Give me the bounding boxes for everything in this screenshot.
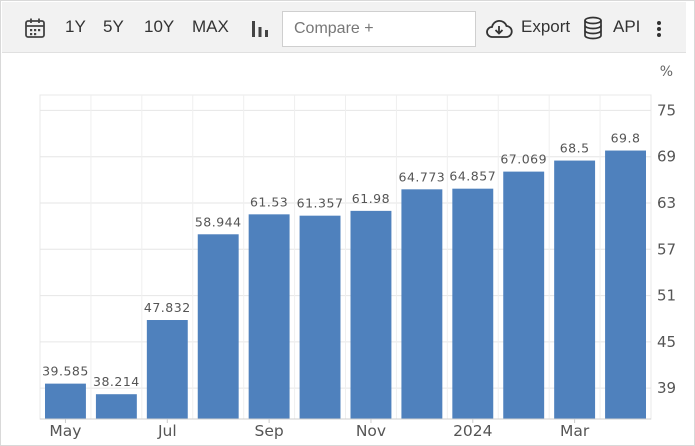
- y-tick-label: 45: [657, 333, 676, 351]
- bar-aug[interactable]: [197, 234, 239, 419]
- data-label: 64.773: [399, 169, 446, 184]
- bar-may[interactable]: [45, 383, 86, 419]
- y-tick-label: 39: [657, 379, 676, 397]
- range-1y-button[interactable]: 1Y: [65, 17, 86, 36]
- data-label: 58.944: [195, 214, 242, 229]
- data-label: 61.98: [352, 191, 390, 206]
- x-tick-label: 2024: [453, 422, 492, 440]
- compare-input[interactable]: [282, 11, 476, 47]
- bar-nov[interactable]: [350, 210, 392, 419]
- y-tick-label: 63: [657, 194, 676, 212]
- data-label: 68.5: [560, 141, 590, 156]
- bar-jan[interactable]: [452, 188, 494, 419]
- bar-feb[interactable]: [503, 171, 545, 419]
- x-tick-label: May: [49, 422, 81, 440]
- x-tick-label: Nov: [356, 422, 386, 440]
- data-label: 61.357: [297, 196, 344, 211]
- data-label: 67.069: [500, 152, 547, 167]
- data-label: 47.832: [144, 300, 191, 315]
- data-label: 61.53: [250, 194, 288, 209]
- data-label: 64.857: [449, 169, 496, 184]
- x-tick-label: Mar: [560, 422, 590, 440]
- bar-jun[interactable]: [95, 394, 137, 419]
- more-vertical-icon[interactable]: [656, 20, 662, 43]
- range-5y-button[interactable]: 5Y: [103, 17, 124, 36]
- chart-toolbar: 1Y 5Y 10Y MAX Export: [2, 2, 686, 53]
- bar-jul[interactable]: [146, 320, 188, 419]
- x-tick-label: Jul: [157, 422, 177, 440]
- bar-chart-icon[interactable]: [250, 18, 270, 43]
- bar-sep[interactable]: [248, 214, 290, 419]
- database-icon[interactable]: [583, 16, 603, 45]
- range-max-button[interactable]: MAX: [192, 17, 229, 36]
- x-tick-label: Sep: [255, 422, 284, 440]
- bar-oct[interactable]: [299, 215, 341, 419]
- bar-apr[interactable]: [605, 150, 646, 420]
- data-label: 38.214: [93, 374, 140, 389]
- y-tick-label: 57: [657, 240, 676, 258]
- range-10y-button[interactable]: 10Y: [144, 17, 175, 36]
- api-button[interactable]: API: [613, 17, 641, 36]
- y-tick-label: 51: [657, 287, 676, 305]
- y-tick-label: 69: [657, 148, 676, 166]
- y-tick-label: 75: [657, 101, 676, 119]
- bar-mar[interactable]: [554, 160, 596, 420]
- data-label: 69.8: [611, 131, 641, 146]
- export-button[interactable]: Export: [521, 17, 571, 36]
- y-axis-unit: %: [660, 64, 673, 80]
- cloud-download-icon[interactable]: [485, 19, 513, 44]
- calendar-icon[interactable]: [24, 17, 46, 44]
- bar-dec[interactable]: [401, 189, 443, 419]
- data-label: 39.585: [42, 364, 89, 379]
